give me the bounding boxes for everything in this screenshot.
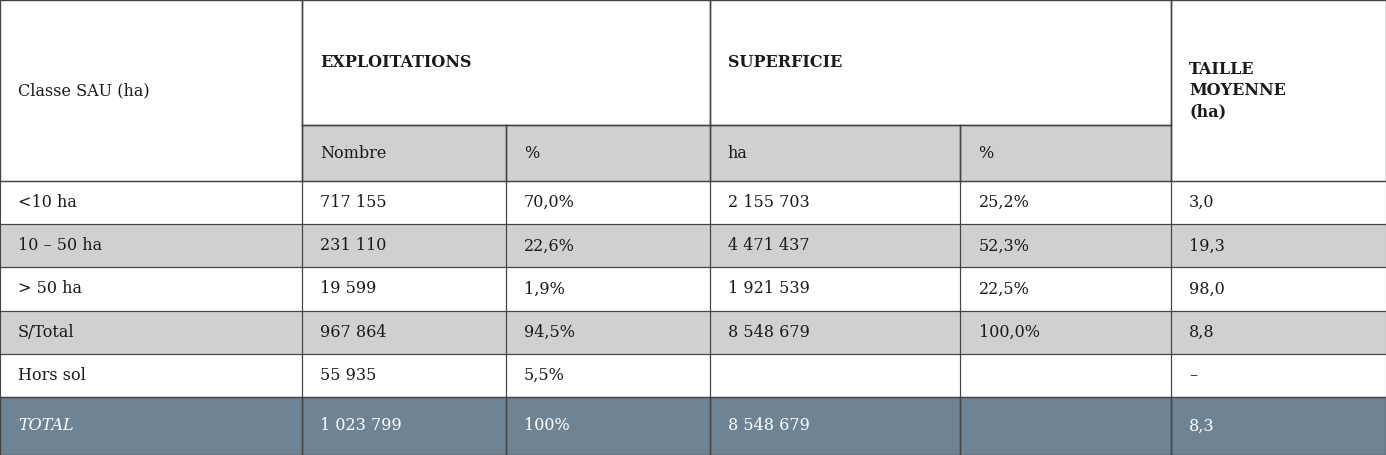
Bar	[710, 310, 960, 354]
Bar	[710, 354, 960, 397]
Text: 94,5%: 94,5%	[524, 324, 575, 341]
Text: 967 864: 967 864	[320, 324, 387, 341]
Bar	[710, 181, 960, 224]
Text: S/Total: S/Total	[18, 324, 75, 341]
Bar	[710, 224, 960, 268]
Bar	[302, 125, 506, 181]
Bar	[960, 397, 1171, 455]
Bar	[302, 310, 506, 354]
Bar	[0, 397, 302, 455]
Text: 1 023 799: 1 023 799	[320, 417, 402, 435]
Bar	[1171, 181, 1386, 224]
Bar	[302, 224, 506, 268]
Text: TAILLE
MOYENNE
(ha): TAILLE MOYENNE (ha)	[1189, 61, 1286, 120]
Bar	[0, 181, 302, 224]
Bar	[302, 354, 506, 397]
Bar	[710, 0, 1171, 125]
Bar	[0, 310, 302, 354]
Text: 231 110: 231 110	[320, 238, 387, 254]
Bar	[960, 310, 1171, 354]
Text: 98,0: 98,0	[1189, 280, 1225, 298]
Text: 70,0%: 70,0%	[524, 194, 575, 211]
Text: 3,0: 3,0	[1189, 194, 1214, 211]
Bar	[0, 0, 302, 181]
Bar	[506, 268, 710, 310]
Bar	[506, 181, 710, 224]
Text: Classe SAU (ha): Classe SAU (ha)	[18, 82, 150, 99]
Bar	[1171, 0, 1386, 181]
Bar	[302, 268, 506, 310]
Text: 4 471 437: 4 471 437	[728, 238, 809, 254]
Text: 19,3: 19,3	[1189, 238, 1225, 254]
Text: 5,5%: 5,5%	[524, 367, 564, 384]
Bar	[710, 268, 960, 310]
Bar	[960, 268, 1171, 310]
Bar	[506, 125, 710, 181]
Bar	[710, 125, 960, 181]
Bar	[302, 397, 506, 455]
Text: 19 599: 19 599	[320, 280, 377, 298]
Text: 100,0%: 100,0%	[979, 324, 1040, 341]
Text: Hors sol: Hors sol	[18, 367, 86, 384]
Text: 717 155: 717 155	[320, 194, 387, 211]
Text: 8 548 679: 8 548 679	[728, 417, 809, 435]
Text: 10 – 50 ha: 10 – 50 ha	[18, 238, 103, 254]
Bar	[506, 224, 710, 268]
Bar	[960, 354, 1171, 397]
Text: –: –	[1189, 367, 1198, 384]
Text: SUPERFICIE: SUPERFICIE	[728, 54, 843, 71]
Text: 52,3%: 52,3%	[979, 238, 1030, 254]
Bar	[0, 268, 302, 310]
Bar	[1171, 354, 1386, 397]
Bar	[0, 354, 302, 397]
Bar	[302, 181, 506, 224]
Text: 8 548 679: 8 548 679	[728, 324, 809, 341]
Text: 25,2%: 25,2%	[979, 194, 1030, 211]
Text: ha: ha	[728, 145, 747, 162]
Bar	[960, 181, 1171, 224]
Text: 22,6%: 22,6%	[524, 238, 575, 254]
Bar	[302, 0, 710, 125]
Text: 55 935: 55 935	[320, 367, 377, 384]
Text: <10 ha: <10 ha	[18, 194, 76, 211]
Bar	[1171, 268, 1386, 310]
Bar	[960, 125, 1171, 181]
Text: Nombre: Nombre	[320, 145, 387, 162]
Bar	[506, 354, 710, 397]
Text: %: %	[979, 145, 994, 162]
Text: 8,8: 8,8	[1189, 324, 1214, 341]
Text: 1,9%: 1,9%	[524, 280, 564, 298]
Bar	[0, 224, 302, 268]
Bar	[1171, 397, 1386, 455]
Text: 22,5%: 22,5%	[979, 280, 1030, 298]
Bar	[960, 224, 1171, 268]
Text: EXPLOITATIONS: EXPLOITATIONS	[320, 54, 471, 71]
Bar	[1171, 310, 1386, 354]
Bar	[506, 310, 710, 354]
Bar	[710, 397, 960, 455]
Text: 1 921 539: 1 921 539	[728, 280, 809, 298]
Text: TOTAL: TOTAL	[18, 417, 73, 435]
Text: 100%: 100%	[524, 417, 570, 435]
Text: %: %	[524, 145, 539, 162]
Text: 8,3: 8,3	[1189, 417, 1214, 435]
Bar	[1171, 224, 1386, 268]
Text: > 50 ha: > 50 ha	[18, 280, 82, 298]
Text: 2 155 703: 2 155 703	[728, 194, 809, 211]
Bar	[506, 397, 710, 455]
